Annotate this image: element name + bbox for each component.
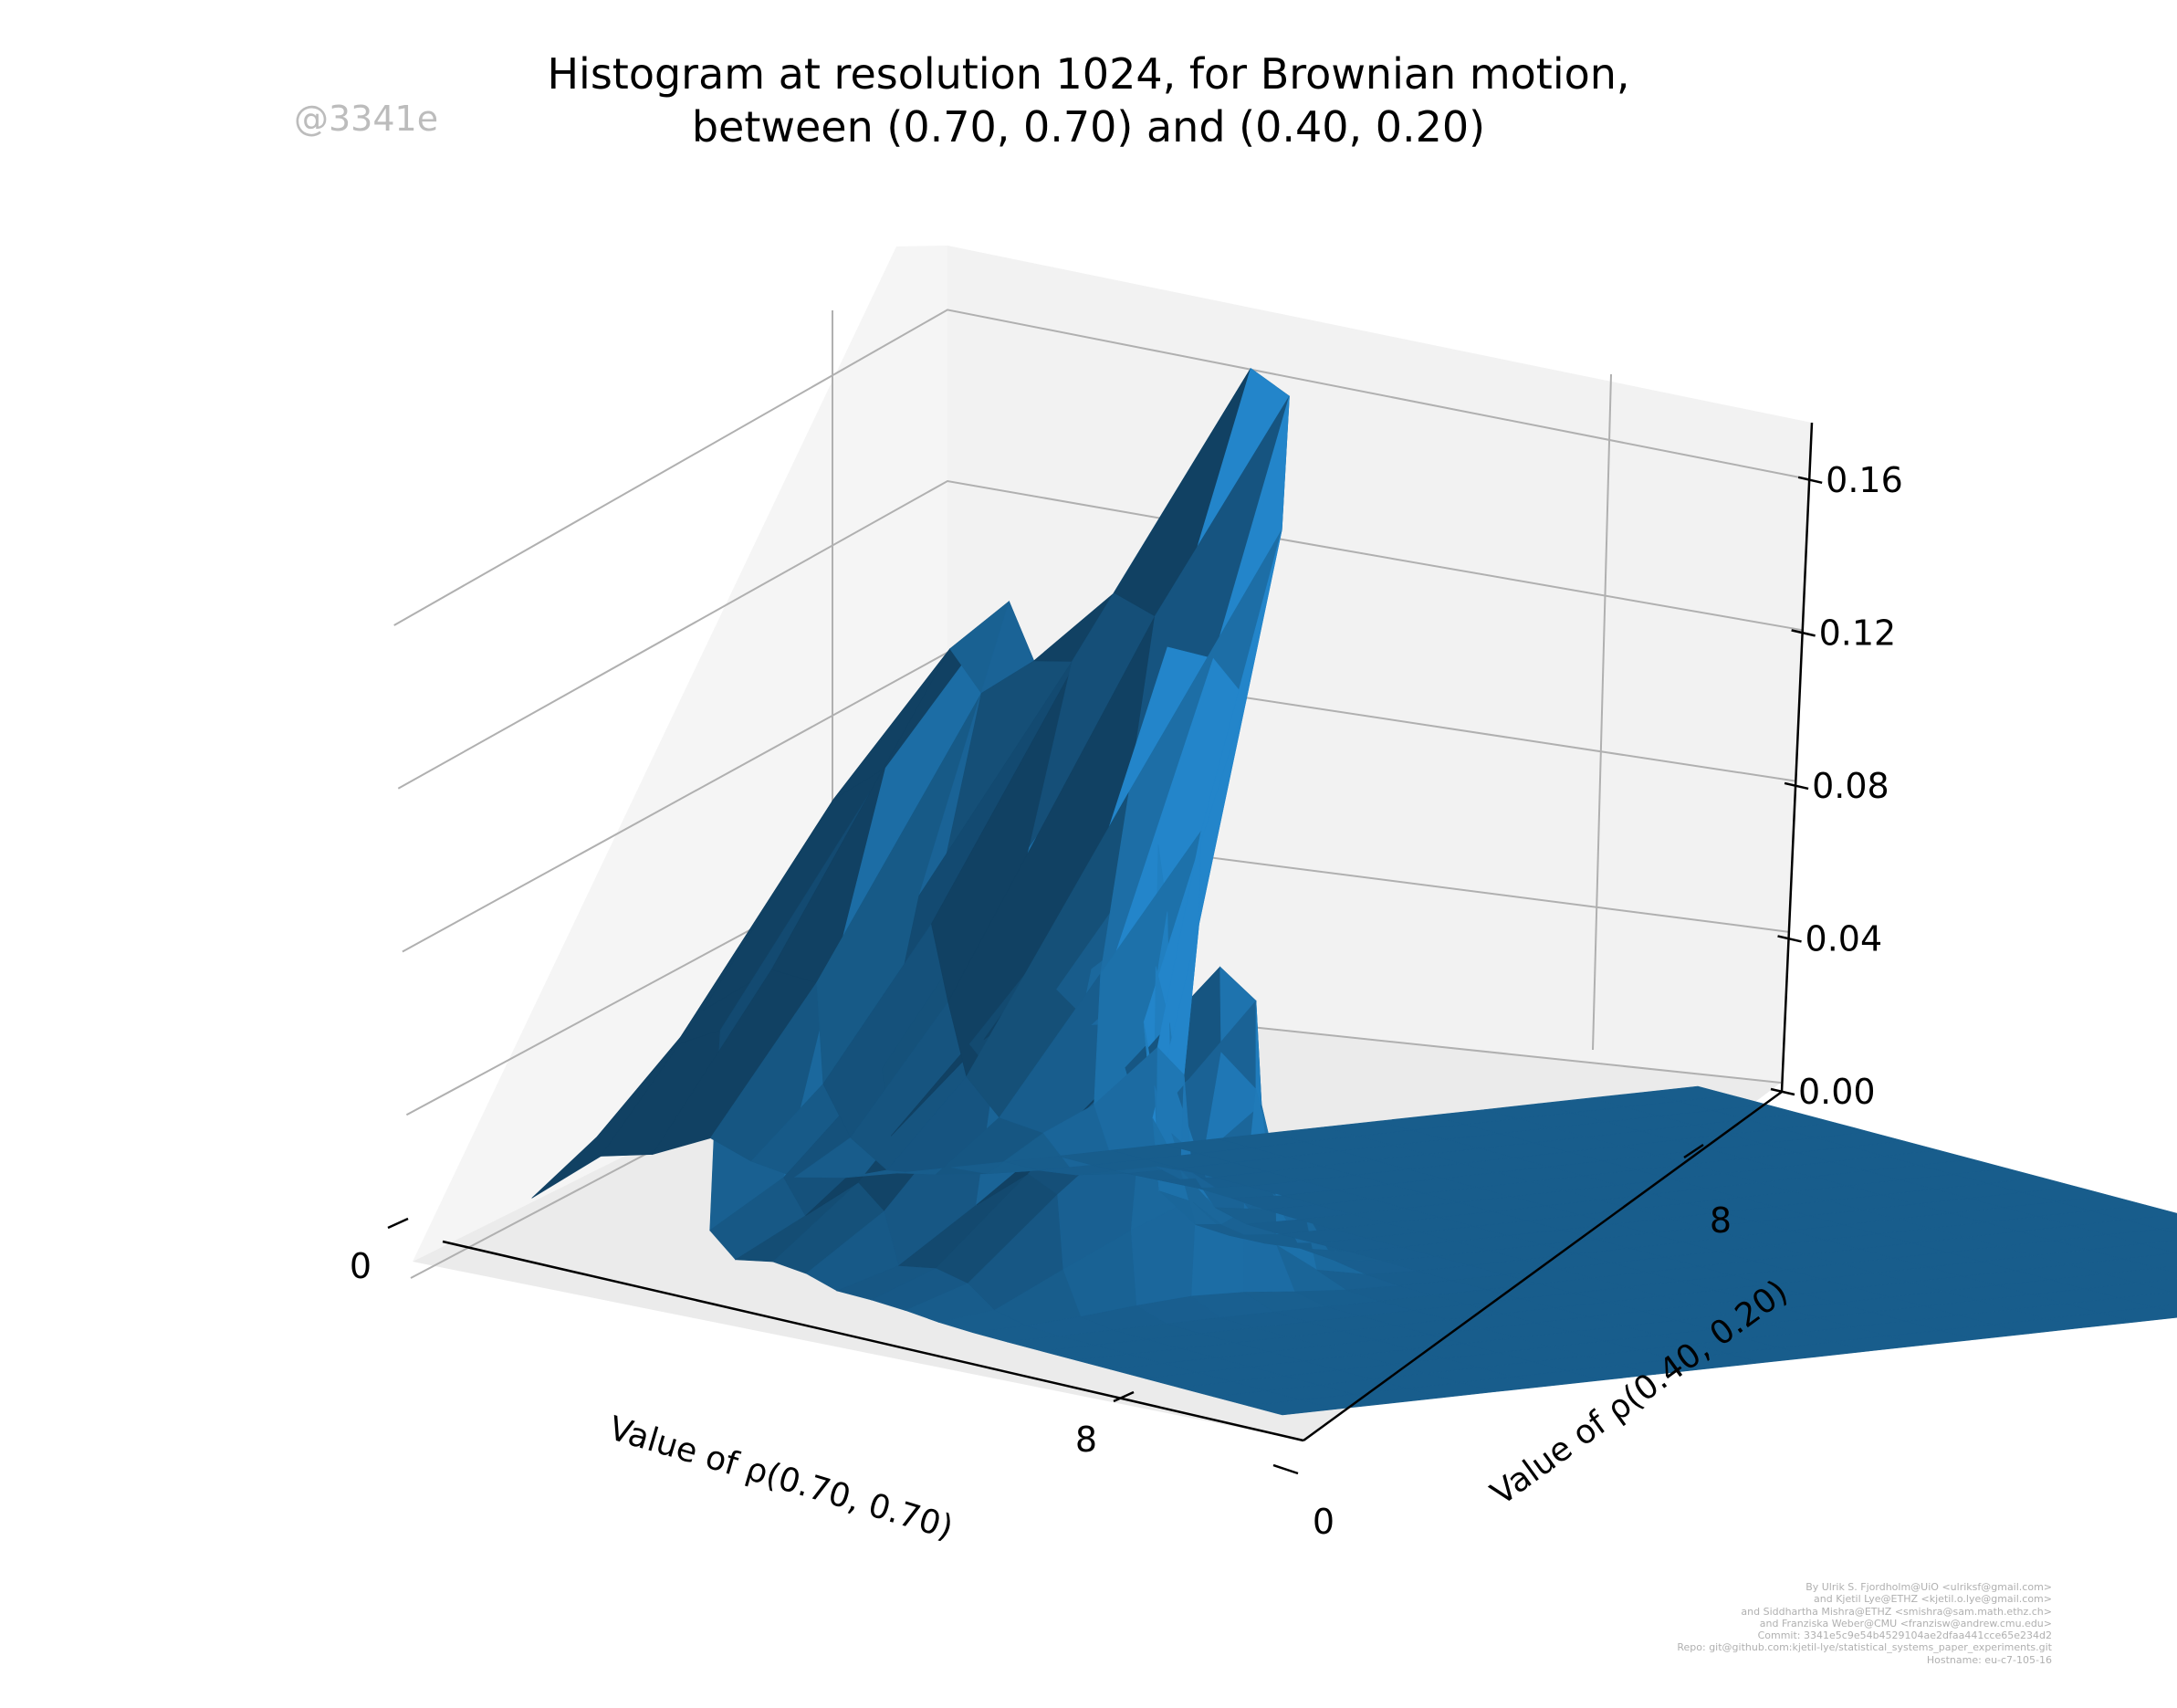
surface-facet: [2161, 1227, 2177, 1234]
y-tick-label: 8: [1710, 1200, 1732, 1241]
credits-line: Commit: 3341e5c9e54b4529104ae2dfaa441cce…: [1757, 1629, 2052, 1642]
y-axis-line: [1303, 1090, 1783, 1442]
z-tick-label: 0.12: [1819, 613, 1897, 653]
z-grid-line: [397, 479, 1803, 790]
z-grid-line: [393, 309, 1810, 626]
surface-facet: [2172, 1291, 2177, 1294]
x-axis-line: [442, 1240, 1304, 1442]
x-tick: [1113, 1390, 1135, 1403]
z-tick: [1784, 781, 1809, 791]
credits-line: Repo: git@github.com:kjetil-lye/statisti…: [1677, 1641, 2052, 1654]
credits-line: Hostname: eu-c7-105-16: [1926, 1653, 2052, 1666]
credits-line: and Franziska Weber@CMU <franzisw@andrew…: [1759, 1617, 2052, 1629]
z-tick: [1770, 1087, 1795, 1096]
credits-line: and Siddhartha Mishra@ETHZ <smishra@sam.…: [1741, 1605, 2052, 1618]
x-tick-label: 8: [1075, 1420, 1097, 1460]
x-tick: [387, 1217, 409, 1230]
z-tick: [1791, 629, 1816, 637]
z-tick-label: 0.04: [1805, 918, 1883, 959]
y-tick: [1272, 1463, 1299, 1475]
credits-line: By Ulrik S. Fjordholm@UiO <ulriksf@gmail…: [1805, 1581, 2052, 1593]
chart-title-line-1: Histogram at resolution 1024, for Browni…: [547, 49, 1630, 99]
z-axis-line: [1780, 422, 1814, 1093]
chart-title-line-2: between (0.70, 0.70) and (0.40, 0.20): [691, 102, 1486, 152]
credits-line: and Kjetil Lye@ETHZ <kjetil.o.lye@gmail.…: [1814, 1593, 2052, 1606]
surface-facet: [2100, 1306, 2177, 1323]
z-tick-label: 0.00: [1798, 1072, 1876, 1112]
credits-block: By Ulrik S. Fjordholm@UiO <ulriksf@gmail…: [1677, 1581, 2052, 1666]
x-axis-label: Value of ρ(0.70, 0.70): [604, 1409, 957, 1546]
y-tick: [1683, 1143, 1704, 1159]
surface-mesh: [531, 368, 2177, 1416]
surface-facet: [2154, 1304, 2177, 1314]
vertical-grid-line: [1592, 373, 1612, 1051]
z-tick-label: 0.08: [1812, 766, 1889, 806]
axis-lines: [442, 422, 1814, 1442]
y-tick-label: 0: [1313, 1502, 1334, 1542]
commit-watermark: @3341e: [294, 99, 439, 139]
z-tick: [1777, 935, 1802, 943]
surface-facet: [2157, 1265, 2177, 1274]
x-tick-label: 0: [350, 1246, 372, 1286]
chart-title: Histogram at resolution 1024, for Browni…: [0, 47, 2177, 153]
z-tick: [1797, 476, 1823, 485]
z-tick-label: 0.16: [1826, 460, 1903, 500]
